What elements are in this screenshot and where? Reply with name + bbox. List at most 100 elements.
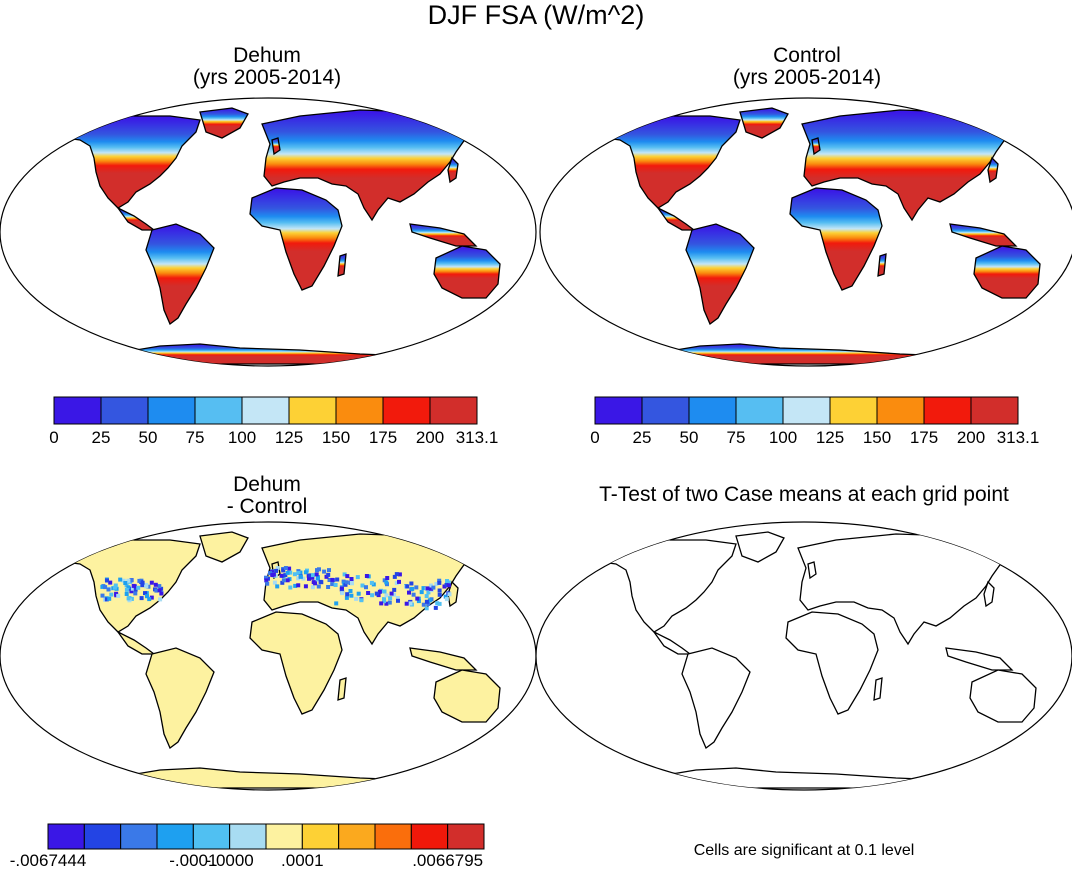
difference-cell (281, 578, 286, 583)
colorbar-tick-label: 175 (368, 428, 398, 447)
colorbar-cell (194, 396, 243, 425)
difference-cell (143, 591, 147, 596)
colorbar-tick-label: 75 (185, 428, 205, 447)
difference-cell (100, 593, 105, 598)
difference-cell (382, 578, 387, 583)
difference-cell (296, 571, 301, 575)
difference-cell (382, 597, 386, 602)
map-dehum (0, 97, 537, 367)
difference-cell (107, 596, 112, 601)
difference-cell (389, 591, 394, 596)
difference-cells (100, 566, 452, 611)
difference-cell (149, 595, 154, 600)
difference-cell (317, 567, 321, 572)
difference-cell (274, 568, 279, 573)
difference-cell (133, 587, 138, 592)
difference-cell (333, 583, 338, 587)
colorbar-tick-label: 200 (956, 428, 986, 447)
colorbar-cell (829, 396, 878, 425)
difference-cell (311, 573, 315, 578)
difference-cell (272, 580, 277, 585)
colorbar-control (594, 396, 1019, 425)
difference-cell (354, 596, 359, 601)
difference-cell (410, 586, 415, 591)
difference-cell (126, 585, 131, 590)
colorbar-cell (335, 396, 384, 425)
difference-cell (340, 591, 345, 596)
difference-cell (123, 581, 128, 585)
difference-cell (153, 582, 158, 587)
difference-cell (426, 602, 431, 606)
difference-cell (327, 578, 332, 582)
map-control (539, 97, 1072, 367)
difference-cell (385, 576, 390, 580)
difference-cell (137, 578, 142, 583)
difference-cell (444, 583, 449, 587)
colorbar-tick-label: 175 (909, 428, 939, 447)
colorbar-cell (83, 823, 122, 850)
difference-cell (434, 582, 439, 586)
difference-cell (271, 572, 276, 577)
difference-cell (364, 574, 369, 578)
colorbar-difference (47, 823, 485, 850)
colorbar-cell (229, 823, 267, 850)
colorbar-cell (338, 823, 376, 850)
difference-cell (421, 602, 426, 607)
panel-title-dehum-line2: (yrs 2005-2014) (192, 66, 342, 89)
difference-cell (392, 574, 397, 579)
colorbar-cell (47, 823, 85, 850)
difference-cell (139, 596, 144, 601)
difference-cell (429, 586, 434, 591)
difference-cell (424, 599, 429, 604)
difference-cell (360, 583, 365, 588)
difference-cell (159, 591, 164, 596)
difference-cell (384, 601, 389, 606)
difference-cell (264, 578, 269, 583)
colorbar-tick-label: 313.1 (996, 428, 1040, 447)
colorbar-tick-label: -.0000 (205, 851, 254, 870)
difference-cell (283, 566, 288, 570)
difference-cell (326, 585, 331, 589)
difference-cell (275, 584, 280, 589)
difference-cell (355, 575, 360, 580)
difference-cell (129, 596, 134, 601)
difference-cell (339, 586, 344, 591)
colorbar-tick-label: 50 (679, 428, 699, 447)
colorbar-tick-label: 150 (862, 428, 892, 447)
difference-cell (350, 581, 354, 586)
difference-cell (427, 598, 432, 603)
difference-cell (349, 577, 354, 581)
difference-cell (103, 585, 108, 590)
colorbar-cell (288, 396, 337, 425)
difference-cell (414, 585, 419, 590)
difference-cell (124, 583, 129, 588)
difference-cell (104, 597, 109, 602)
colorbar-cell (923, 396, 972, 425)
difference-cell (424, 606, 429, 611)
difference-cell (157, 588, 162, 593)
difference-cell (404, 601, 409, 606)
colorbar-cell (241, 396, 290, 425)
difference-cell (158, 597, 163, 602)
difference-cell (279, 573, 284, 578)
difference-cell (113, 583, 118, 588)
difference-cell (293, 583, 298, 588)
difference-cell (265, 581, 270, 586)
difference-cell (275, 566, 280, 571)
colorbar-tick-label: 100 (227, 428, 257, 447)
difference-cell (419, 590, 424, 595)
colorbar-cell (641, 396, 690, 425)
difference-cell (369, 580, 374, 585)
difference-cell (445, 579, 449, 583)
map-difference (0, 521, 537, 791)
difference-cell (431, 585, 436, 590)
difference-cell (416, 599, 421, 604)
difference-cell (316, 576, 320, 581)
panel-title-difference-line1: Dehum (233, 473, 301, 496)
difference-cell (341, 579, 346, 584)
difference-cell (126, 578, 131, 583)
difference-cell (326, 572, 331, 577)
difference-cell (303, 570, 308, 575)
difference-cell (283, 573, 288, 578)
